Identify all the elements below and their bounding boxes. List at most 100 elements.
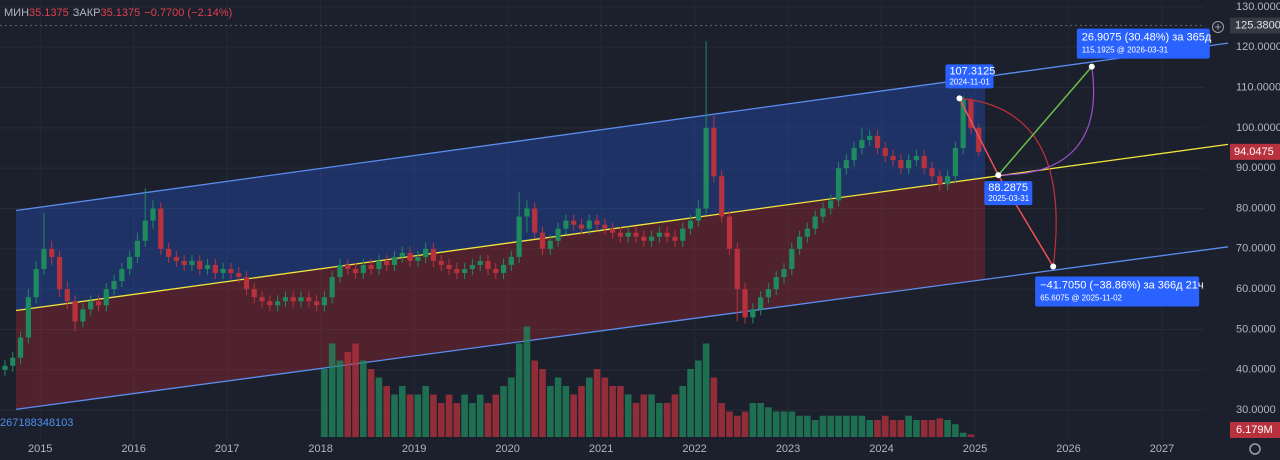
candle-body: [298, 297, 304, 302]
volume-bar: [702, 343, 710, 437]
volume-bar: [819, 415, 827, 437]
candle-body: [376, 260, 382, 270]
candle-body: [337, 264, 343, 278]
candle-body: [243, 277, 250, 290]
candle-body: [843, 160, 849, 169]
volume-bar: [508, 377, 515, 437]
candle-body: [874, 135, 881, 149]
x-tick-label: 2022: [682, 443, 706, 455]
candle-body: [41, 248, 47, 270]
candle-body: [267, 301, 273, 306]
candle-body: [17, 337, 24, 358]
candle-body: [119, 269, 125, 282]
volume-bar: [897, 420, 905, 437]
volume-bar: [780, 411, 788, 437]
legend-header: МИН35.1375 ЗАКР35.1375 −0.7700 (−2.14%): [4, 7, 232, 19]
candle-body: [345, 264, 351, 270]
add-button[interactable]: [1212, 21, 1224, 33]
candle-body: [765, 289, 772, 298]
candle-body: [625, 232, 631, 237]
volume-bar: [484, 403, 492, 437]
point: [1050, 263, 1057, 270]
y-tick-label: 60.0000: [1236, 283, 1276, 295]
candle-body: [500, 264, 507, 274]
candle-body: [360, 264, 366, 274]
volume-bar: [765, 407, 772, 437]
candle-body: [282, 297, 289, 302]
candle-body: [960, 99, 966, 149]
candle-body: [672, 236, 678, 241]
candle-body: [33, 269, 39, 298]
point: [1088, 63, 1095, 70]
y-tick-label: 30.0000: [1236, 404, 1276, 416]
settings-button[interactable]: [1249, 443, 1261, 455]
candle-body: [399, 252, 405, 257]
volume-bar: [531, 360, 539, 437]
candle-body: [430, 248, 437, 261]
volume-bar: [562, 386, 570, 437]
candle-body: [726, 216, 733, 249]
point-tag: [984, 181, 1033, 206]
volume-bar: [547, 386, 554, 437]
volume-bar: [609, 386, 616, 437]
volume-bar: [843, 415, 850, 437]
candle-body: [695, 208, 701, 221]
volume-bar: [866, 420, 873, 437]
candle-body: [976, 127, 982, 152]
volume-bar: [414, 394, 422, 437]
volume-bar: [850, 415, 858, 437]
candle-body: [656, 232, 662, 237]
candle-body: [508, 256, 514, 265]
volume-bar: [632, 403, 640, 437]
measure-detail: 115.1925 @ 2026-03-31: [1082, 46, 1169, 55]
candle-body: [937, 176, 943, 185]
candle-body: [524, 208, 530, 217]
volume-bar: [757, 403, 764, 437]
channel-line: [15, 246, 1229, 410]
x-tick-label: 2017: [215, 443, 239, 455]
candle-body: [968, 99, 974, 128]
volume-bar: [648, 394, 655, 437]
point-value: 88.2875: [988, 182, 1028, 194]
crosshair-label: 125.3800: [1235, 19, 1280, 31]
volume-label: 6.179M: [1236, 424, 1273, 436]
volume-bar: [500, 386, 507, 437]
candle-body: [586, 220, 592, 229]
candle-body: [368, 264, 374, 270]
candle-body: [204, 264, 211, 270]
volume-bar: [967, 434, 975, 437]
measure-title: 26.9075 (30.48%) за 365д: [1082, 31, 1212, 43]
candle-body: [648, 236, 655, 241]
candle-body: [555, 228, 561, 241]
point-tag: [945, 64, 994, 89]
volume-bar: [453, 403, 461, 437]
volume-bar: [663, 403, 671, 437]
volume-bar: [741, 411, 749, 437]
volume-bar: [469, 403, 476, 437]
candle-body: [711, 127, 717, 177]
volume-bar: [788, 411, 796, 437]
candle-body: [851, 148, 857, 161]
point-date: 2025-03-31: [988, 194, 1029, 203]
x-tick-label: 2016: [121, 443, 145, 455]
volume-bar: [570, 394, 577, 437]
volume-bar: [601, 377, 609, 437]
candle-body: [571, 220, 577, 225]
candle-body: [142, 220, 148, 241]
candle-body: [781, 269, 787, 278]
volume-bar: [772, 411, 780, 437]
volume-bar: [430, 394, 437, 437]
header-label: ЗАКР: [73, 7, 101, 19]
volume-bar: [928, 420, 936, 437]
volume-bar: [874, 420, 881, 437]
y-tick-label: 90.0000: [1236, 162, 1276, 174]
candle-body: [516, 216, 522, 257]
volume-bar: [679, 386, 687, 437]
y-tick-label: 120.0000: [1236, 41, 1280, 53]
x-tick-label: 2027: [1150, 443, 1174, 455]
candle-body: [547, 240, 553, 249]
candle-body: [197, 260, 203, 270]
candle-body: [127, 256, 133, 270]
candle-body: [477, 260, 483, 265]
volume-bar: [375, 377, 383, 437]
